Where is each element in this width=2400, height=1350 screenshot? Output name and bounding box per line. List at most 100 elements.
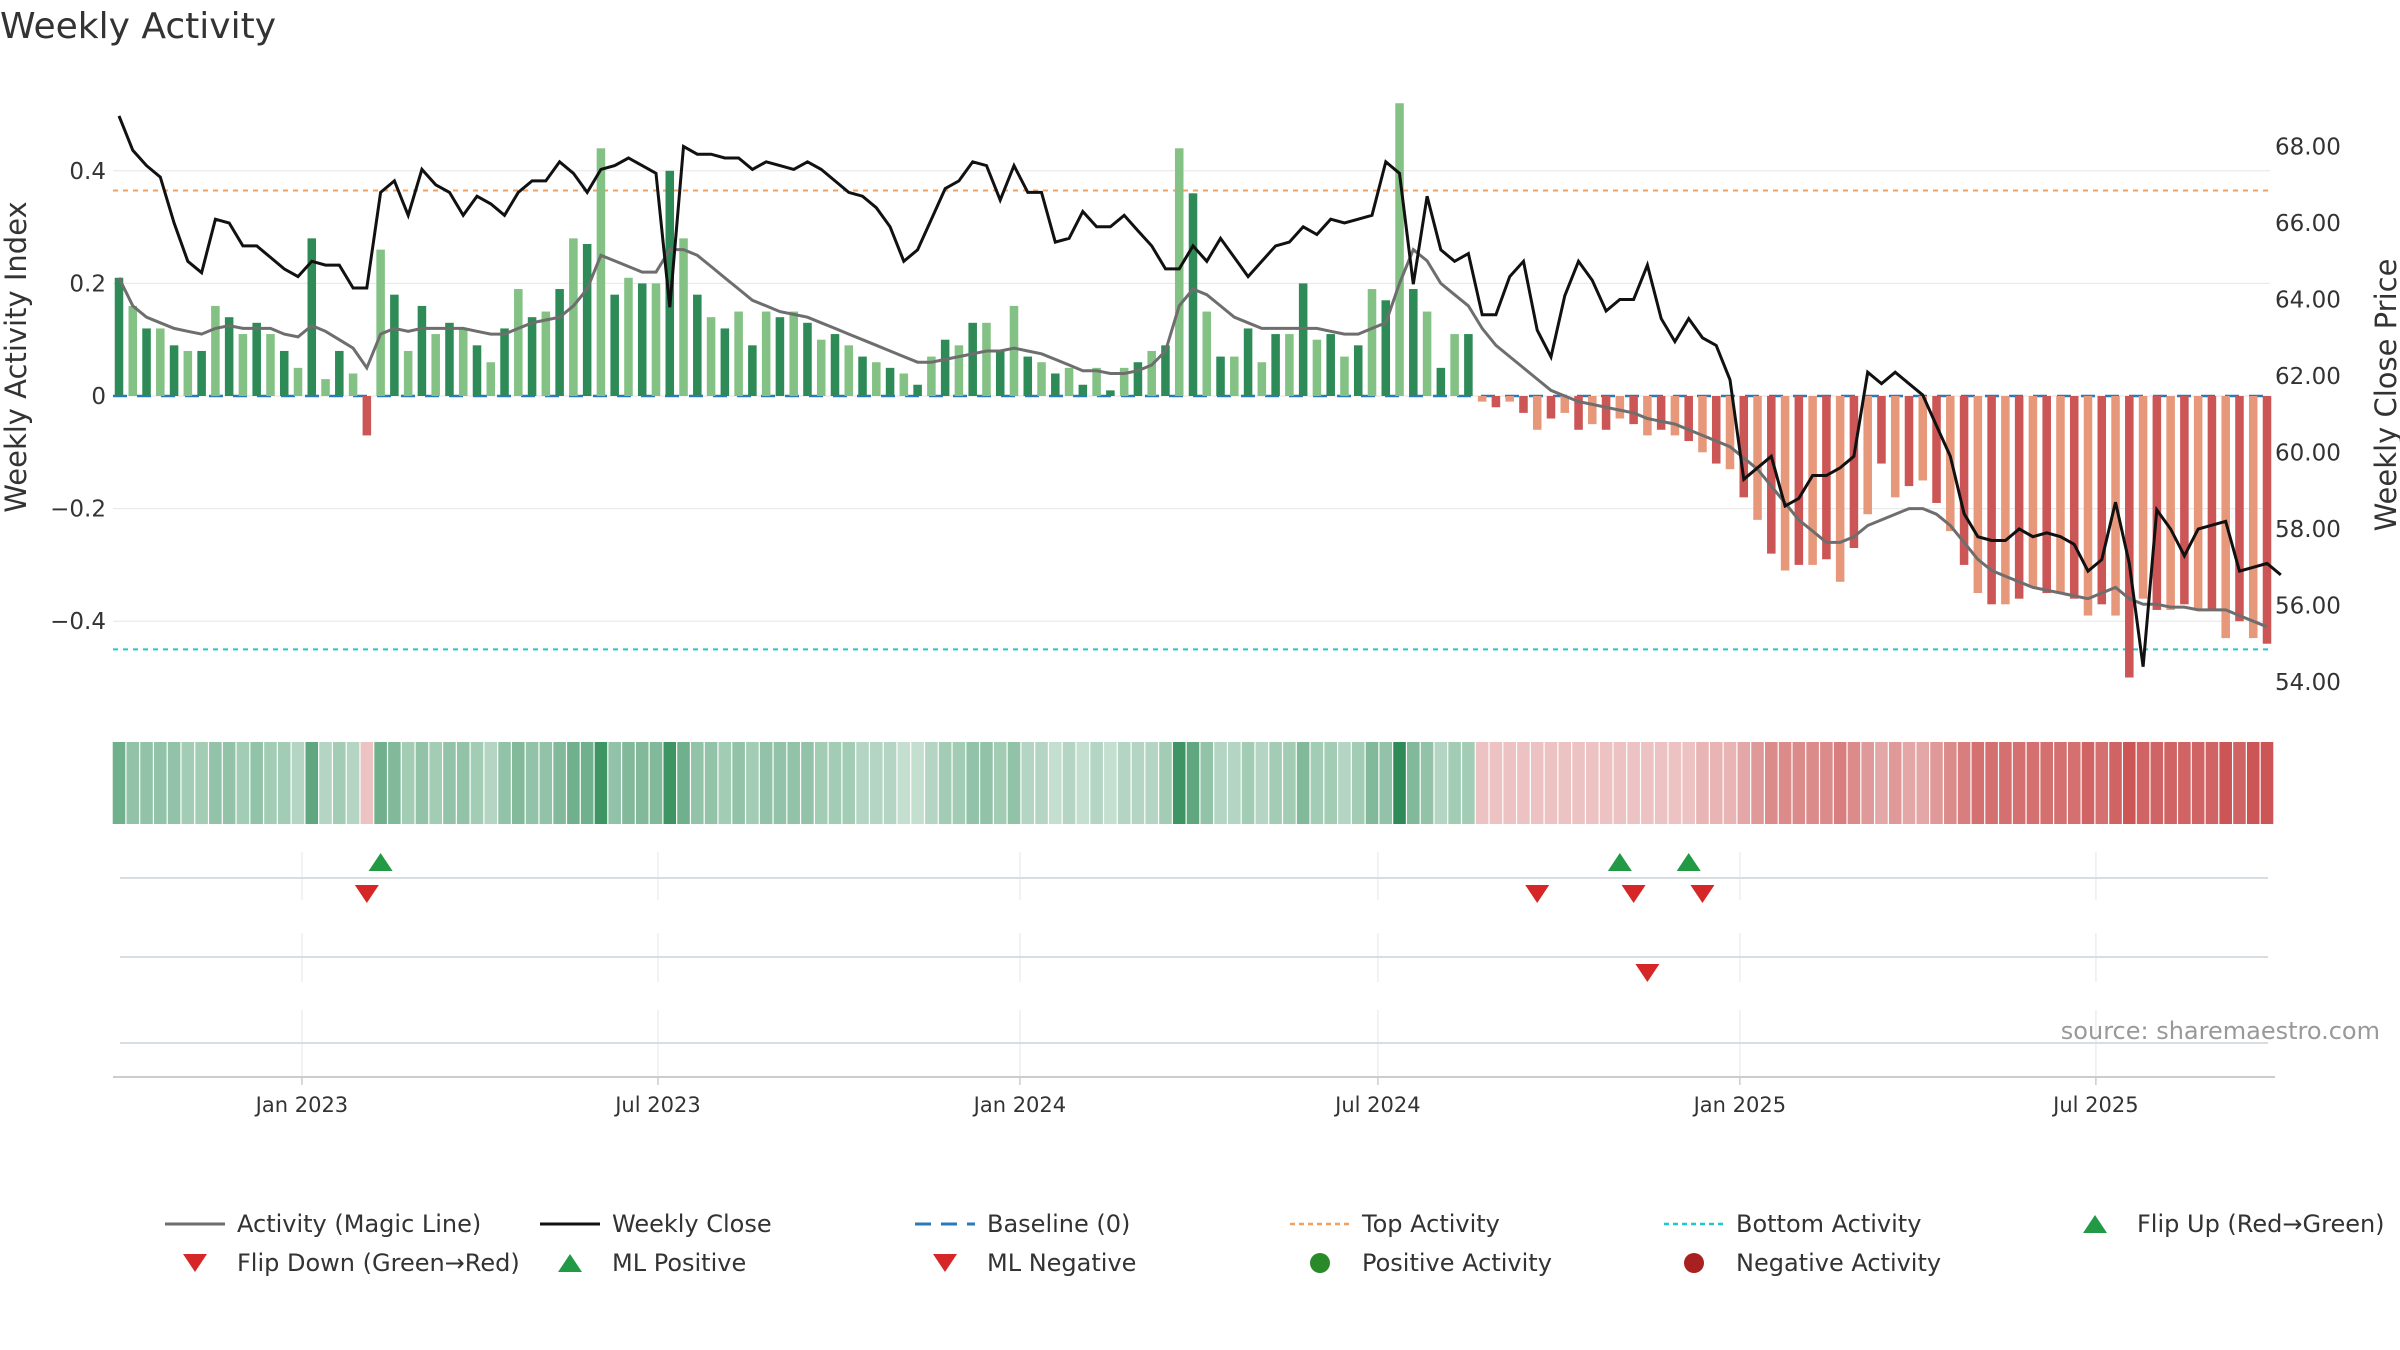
activity-bar	[1298, 283, 1308, 396]
heat-cell	[2123, 742, 2136, 824]
heat-cell	[1310, 742, 1324, 824]
heat-cell	[1613, 742, 1627, 824]
activity-bar	[376, 249, 385, 396]
activity-bar	[1808, 396, 1817, 565]
x-tick-label: Jul 2024	[1333, 1093, 1420, 1117]
legend-item: Bottom Activity	[1664, 1210, 1921, 1238]
activity-bar	[982, 322, 991, 396]
legend-item: ML Positive	[558, 1249, 746, 1277]
activity-bar	[789, 311, 798, 396]
activity-bar	[183, 350, 193, 396]
activity-bar	[1450, 334, 1459, 396]
heat-cell	[539, 742, 553, 824]
heat-cell	[222, 742, 236, 824]
heat-cell	[828, 742, 842, 824]
heat-cell	[291, 742, 305, 824]
heat-cell	[580, 742, 594, 824]
heat-cell	[2054, 742, 2067, 824]
legend: Activity (Magic Line) Weekly Close Baselin…	[165, 1210, 2385, 1277]
activity-bar	[775, 317, 785, 396]
heat-cell	[2136, 742, 2150, 824]
activity-bar	[1491, 396, 1501, 408]
heat-cell	[980, 742, 993, 824]
activity-bar	[1519, 396, 1528, 413]
activity-bar	[555, 289, 564, 396]
heat-cell	[2012, 742, 2026, 824]
activity-bar	[1684, 396, 1693, 442]
activity-bar	[1230, 356, 1239, 396]
heat-cell	[842, 742, 856, 824]
activity-bar	[1078, 384, 1088, 396]
activity-bar	[403, 350, 413, 396]
heat-cell	[567, 742, 580, 824]
heat-cell	[2081, 742, 2095, 824]
heat-cell	[1420, 742, 1434, 824]
activity-bar	[1353, 345, 1363, 396]
activity-bar	[1381, 300, 1391, 396]
heat-cell	[2219, 742, 2232, 824]
activity-bar	[1202, 311, 1212, 396]
activity-bar	[279, 350, 289, 396]
activity-bar	[830, 334, 840, 396]
chart-title: Weekly Activity	[0, 6, 276, 47]
legend-item: Top Activity	[1290, 1210, 1500, 1238]
activity-bar	[527, 317, 537, 396]
activity-bar	[2152, 396, 2162, 610]
magic-line-series	[117, 247, 2268, 629]
heat-cell	[1944, 742, 1957, 824]
heat-cell	[1117, 742, 1131, 824]
activity-bar	[885, 367, 895, 396]
activity-bar	[1574, 396, 1583, 430]
activity-bar	[1023, 356, 1033, 396]
heat-cell	[1957, 742, 1971, 824]
heat-cell	[1475, 742, 1489, 824]
activity-bar	[927, 356, 936, 396]
heat-cell	[1393, 742, 1406, 824]
activity-bar	[114, 277, 124, 396]
activity-bar	[679, 238, 688, 396]
activity-bar	[734, 311, 743, 396]
y2-tick-label: 60.00	[2275, 441, 2341, 467]
activity-bar	[858, 356, 867, 396]
heat-cell	[470, 742, 484, 824]
y2-tick-label: 54.00	[2275, 670, 2341, 696]
activity-bar	[968, 322, 977, 396]
heat-cell	[305, 742, 319, 824]
activity-bar	[2180, 396, 2189, 605]
signal-markers	[354, 853, 1715, 982]
activity-bar	[2235, 396, 2244, 622]
x-tick-label: Jan 2024	[972, 1093, 1067, 1117]
activity-bar	[128, 305, 138, 396]
activity-bar	[1946, 396, 1955, 532]
heat-cell	[1971, 742, 1985, 824]
heat-cell	[773, 742, 787, 824]
heat-cell	[814, 742, 828, 824]
y2-tick-label: 56.00	[2275, 594, 2341, 620]
activity-bar	[445, 322, 454, 396]
activity-bar	[1877, 396, 1886, 464]
heat-cell	[1696, 742, 1709, 824]
heat-cell	[374, 742, 387, 824]
y-tick-label: −0.4	[50, 609, 106, 635]
heat-cell	[1737, 742, 1751, 824]
heat-cell	[112, 742, 126, 824]
activity-bar	[1615, 396, 1625, 419]
activity-bar	[899, 373, 909, 396]
legend-swatch	[183, 1254, 207, 1272]
legend-label: Baseline (0)	[987, 1210, 1130, 1238]
activity-bar	[637, 283, 647, 396]
activity-bar	[1092, 367, 1101, 396]
activity-bar	[706, 317, 716, 396]
heat-cell	[1599, 742, 1613, 824]
heat-cell	[498, 742, 511, 824]
heat-cell	[870, 742, 883, 824]
heat-cell	[1296, 742, 1310, 824]
activity-bar	[693, 294, 702, 396]
heat-cell	[608, 742, 621, 824]
activity-bar	[940, 339, 950, 396]
x-tick-label: Jan 2025	[1692, 1093, 1787, 1117]
activity-bar	[1243, 328, 1253, 396]
y-tick-label: 0	[91, 384, 106, 410]
y2-tick-label: 62.00	[2275, 364, 2341, 390]
